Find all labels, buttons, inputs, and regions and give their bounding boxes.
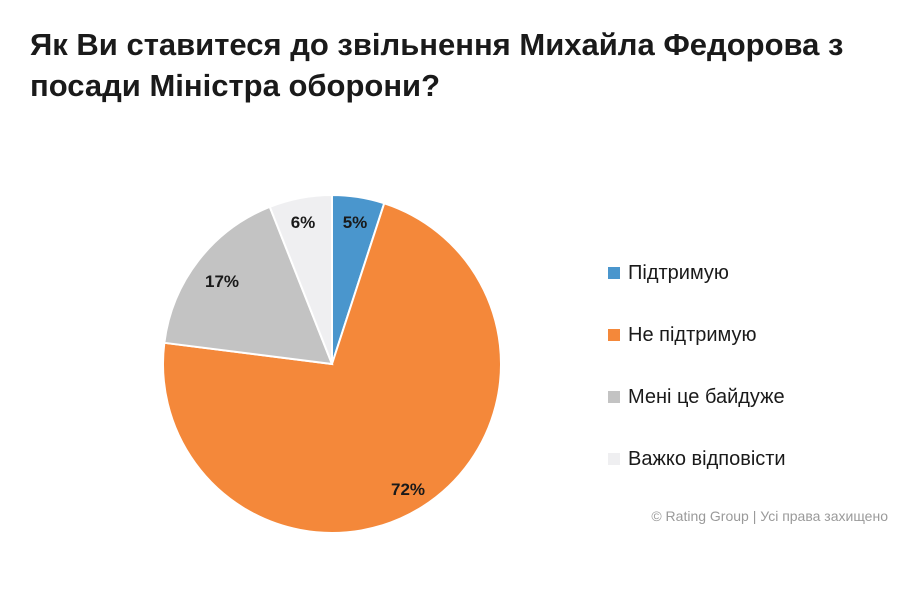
pie-slice-hard-to-say — [268, 193, 333, 365]
legend-item-supporting: Підтримую — [608, 256, 786, 290]
legend-swatch-hard-to-say — [608, 453, 620, 465]
slice-value-label-indifferent: 17% — [205, 272, 239, 291]
legend-swatch-indifferent — [608, 391, 620, 403]
legend-label-indifferent: Мені це байдуже — [628, 385, 785, 408]
legend-label-not-supporting: Не підтримую — [628, 323, 757, 346]
legend-label-hard-to-say: Важко відповісти — [628, 447, 786, 470]
slice-value-label-not-supporting: 72% — [391, 480, 425, 499]
legend-label-supporting: Підтримую — [628, 261, 729, 284]
copyright-footer: © Rating Group | Усі права захищено — [651, 508, 888, 524]
legend-swatch-supporting — [608, 267, 620, 279]
legend-swatch-not-supporting — [608, 329, 620, 341]
pie-slice-indifferent — [163, 205, 334, 366]
slice-value-label-hard-to-say: 6% — [291, 213, 316, 232]
chart-title: Як Ви ставитеся до звільнення Михайла Фе… — [30, 27, 844, 103]
slice-value-label-supporting: 5% — [343, 213, 368, 232]
pie-slice-not-supporting — [161, 202, 502, 534]
legend-item-not-supporting: Не підтримую — [608, 318, 786, 352]
legend-item-indifferent: Мені це байдуже — [608, 380, 786, 414]
chart-legend: Підтримую Не підтримую Мені це байдуже В… — [608, 256, 786, 504]
pie-labels: 5% 72% 17% 6% — [205, 213, 425, 499]
pie-slices — [161, 193, 502, 534]
legend-item-hard-to-say: Важко відповісти — [608, 442, 786, 476]
